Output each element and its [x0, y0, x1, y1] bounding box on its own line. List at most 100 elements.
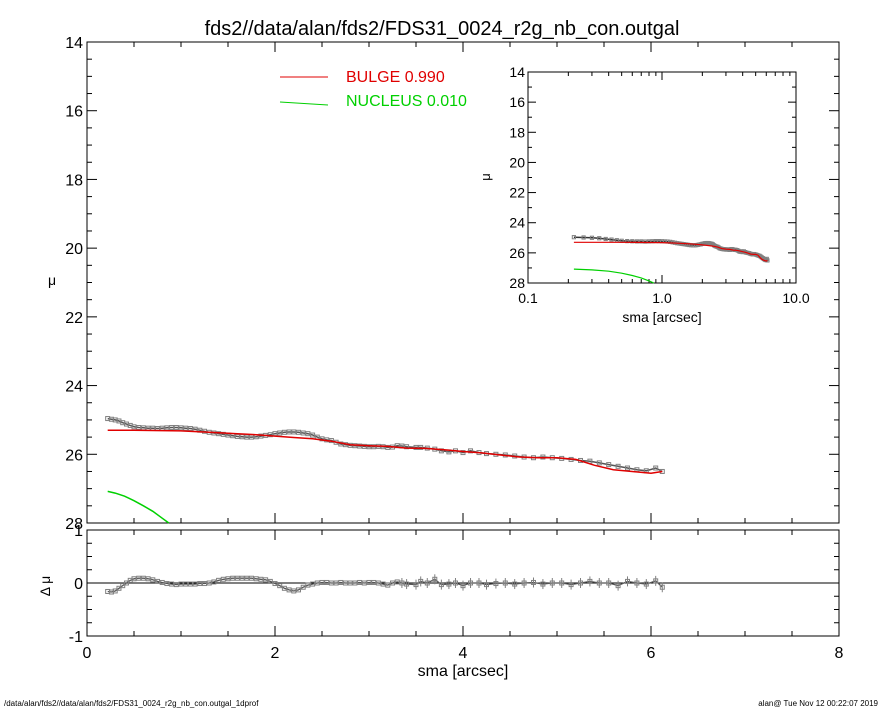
- observed-point: [291, 429, 297, 435]
- residual-point: [164, 581, 170, 587]
- residual-point: [347, 580, 353, 586]
- observed-point: [305, 431, 311, 437]
- inset-x-label: sma [arcsec]: [622, 309, 701, 325]
- residual-point: [286, 587, 292, 593]
- inset-plot-frame: [527, 71, 797, 284]
- footer-file-path: /data/alan/fds2//data/alan/fds2/FDS31_00…: [4, 699, 259, 708]
- residual-point: [291, 588, 297, 594]
- residual-point: [159, 579, 165, 585]
- legend: BULGE 0.990 NUCLEUS 0.010: [279, 69, 467, 110]
- residual-point: [314, 580, 320, 586]
- footer-user-date: alan@ Tue Nov 12 00:22:07 2019: [758, 699, 878, 708]
- residual-point: [211, 579, 217, 585]
- observed-point: [239, 434, 245, 440]
- observed-point: [244, 434, 250, 440]
- residual-point: [385, 582, 391, 588]
- residual-y-tick-label: 0: [74, 576, 83, 593]
- inset-bulge-line: [573, 241, 768, 262]
- main-plot: 14 16 18 20 22 24 26 28: [65, 35, 840, 533]
- inset-y-tick-label: 14: [509, 64, 525, 80]
- residual-point: [324, 579, 330, 585]
- residual-point: [249, 575, 254, 581]
- main-y-tick-label: 26: [65, 447, 83, 464]
- x-tick-label: 4: [459, 645, 468, 662]
- observed-point: [187, 426, 193, 432]
- observed-point: [371, 444, 377, 450]
- inset-y-tick-label: 16: [509, 94, 525, 110]
- residual-point: [319, 579, 325, 585]
- observed-point: [164, 425, 170, 431]
- residual-point: [281, 585, 287, 591]
- residual-point: [272, 581, 278, 587]
- observed-point: [468, 448, 474, 454]
- x-tick-label: 6: [647, 645, 656, 662]
- inset-y-tick-label: 24: [509, 215, 525, 231]
- observed-point: [385, 444, 391, 450]
- inset-y-tick-label: 28: [509, 275, 525, 291]
- residual-point: [244, 575, 250, 581]
- observed-point: [310, 432, 316, 438]
- residual-point: [169, 581, 175, 587]
- residual-point: [305, 582, 311, 588]
- inset-y-label: μ: [478, 173, 493, 181]
- observed-point: [286, 429, 292, 435]
- inset-y-tick-label: 20: [509, 154, 525, 170]
- residual-point: [216, 577, 222, 583]
- inset-x-tick-label: 1.0: [652, 290, 672, 306]
- residual-y-tick-label: 1: [74, 523, 83, 540]
- observed-point: [366, 444, 372, 450]
- residual-point: [173, 582, 179, 588]
- main-y-label: μ: [48, 272, 56, 288]
- residual-point: [333, 580, 339, 586]
- main-y-tick-label: 18: [65, 172, 83, 189]
- observed-point: [216, 431, 222, 437]
- residual-point: [263, 577, 269, 583]
- residual-point: [253, 576, 259, 582]
- chart-title: fds2//data/alan/fds2/FDS31_0024_r2g_nb_c…: [205, 18, 680, 40]
- observed-point: [413, 444, 419, 450]
- residual-point: [343, 580, 348, 586]
- residual-point: [328, 580, 334, 586]
- residual-point: [112, 588, 118, 594]
- residual-point: [178, 581, 184, 587]
- residual-point: [131, 576, 137, 582]
- main-y-tick-label: 28: [65, 516, 83, 533]
- residual-point: [390, 580, 395, 586]
- residual-point: [352, 580, 358, 586]
- residual-point: [150, 577, 156, 583]
- residual-point: [375, 580, 381, 586]
- inset-nucleus-line: [573, 268, 655, 284]
- residual-point: [366, 579, 372, 585]
- residual-point: [202, 581, 207, 587]
- residual-point: [220, 576, 226, 582]
- inset-y-tick-label: 22: [509, 185, 525, 201]
- legend-bulge-label: BULGE 0.990: [346, 69, 445, 86]
- residual-point: [296, 587, 301, 593]
- residual-point: [361, 580, 367, 586]
- inset-observed-point: [571, 235, 576, 240]
- observed-point: [136, 424, 142, 430]
- residual-point: [300, 584, 306, 590]
- residual-point: [120, 583, 126, 589]
- observed-point: [281, 429, 287, 435]
- main-y-tick-label: 24: [65, 379, 83, 396]
- observed-point: [606, 462, 612, 468]
- residual-point: [187, 581, 193, 587]
- observed-point: [460, 450, 466, 456]
- residual-point: [258, 576, 264, 582]
- residual-point: [197, 581, 203, 587]
- main-x-label: sma [arcsec]: [418, 663, 509, 680]
- inset-observed-point: [609, 237, 614, 242]
- inset-observed-point: [581, 235, 586, 240]
- residual-point: [192, 581, 198, 587]
- residual-point: [234, 575, 240, 581]
- x-tick-label: 2: [271, 645, 280, 662]
- inset-y-tick-label: 18: [509, 124, 525, 140]
- observed-point: [173, 424, 179, 430]
- inset-observed-point: [597, 236, 602, 241]
- residual-point: [183, 581, 189, 587]
- residual-point: [380, 581, 386, 587]
- inset-x-tick-label: 10.0: [782, 290, 809, 306]
